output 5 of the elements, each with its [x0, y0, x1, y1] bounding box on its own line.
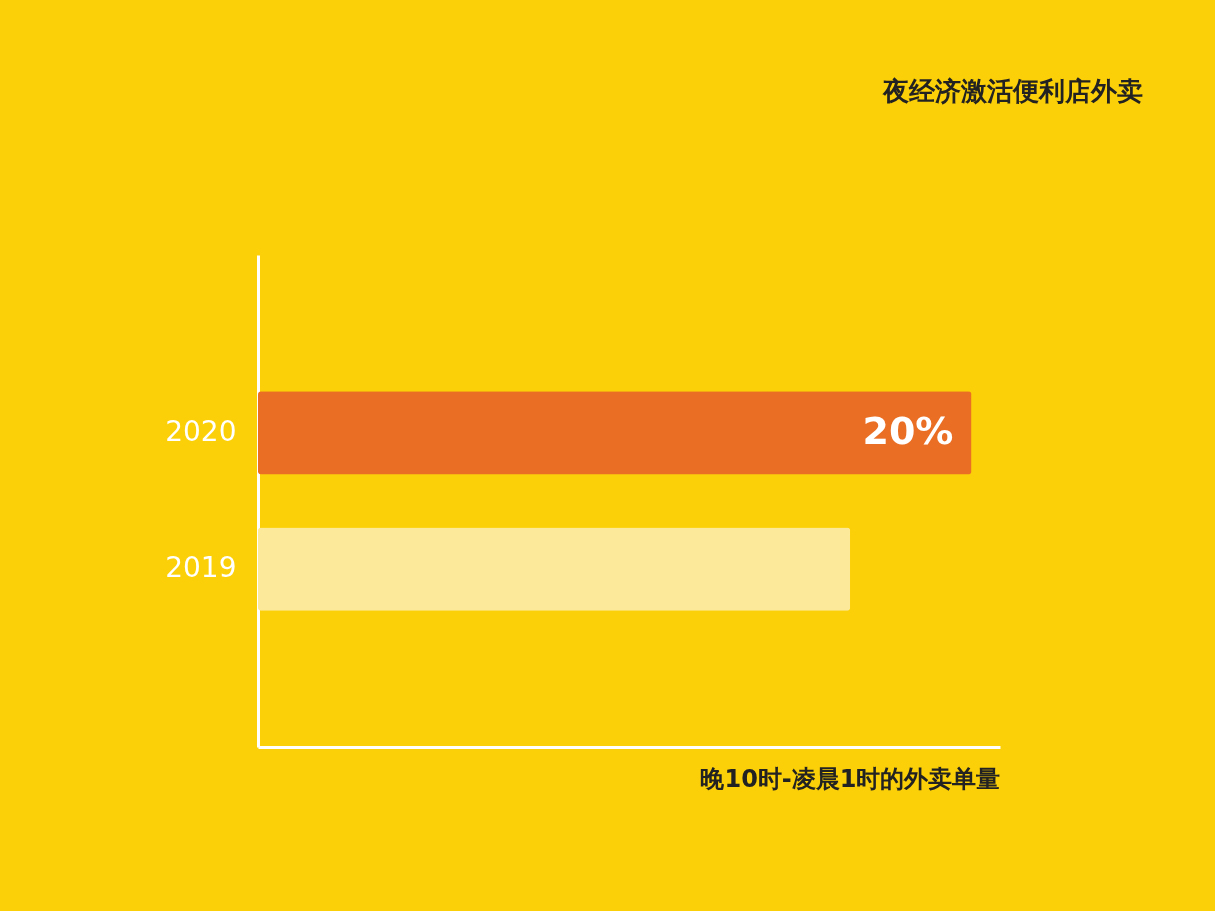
- y-tick-label: 2020: [165, 414, 237, 448]
- x-axis-title: 晚10时-凌晨1时的外卖单量: [700, 764, 1001, 793]
- annotation: 20%: [862, 408, 954, 453]
- chart-title: 夜经济激活便利店外卖: [882, 76, 1143, 106]
- y-tick-label: 2019: [165, 551, 237, 585]
